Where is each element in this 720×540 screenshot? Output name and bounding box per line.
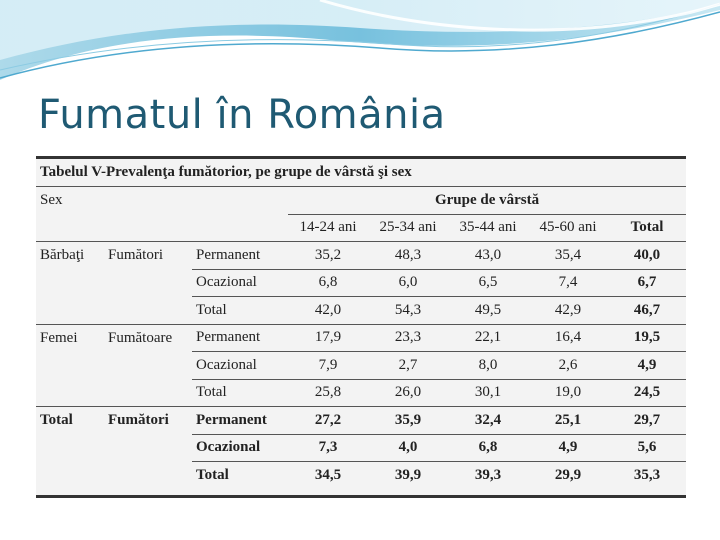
value-cell: 34,5 (314, 466, 342, 483)
table-row: Ocazional 6,8 6,0 6,5 7,4 6,7 (36, 269, 687, 297)
row-category-label: Fumători (108, 412, 169, 428)
row-sex-label: Total (40, 412, 73, 428)
row-sex-label (36, 462, 104, 489)
table-row: Ocazional 7,3 4,0 6,8 4,9 5,6 (36, 434, 687, 462)
sex-header: Sex (40, 192, 63, 208)
table-caption: Tabelul V-Prevalenţa fumătorior, pe grup… (36, 159, 687, 187)
value-cell: 6,8 (448, 434, 528, 462)
row-category-label (104, 379, 192, 407)
row-type-label: Permanent (192, 406, 288, 435)
table-row: Total Fumători Permanent 27,2 35,9 32,4 25,1 29… (36, 406, 687, 435)
value-cell: 19,0 (528, 379, 608, 407)
value-cell: 40,0 (608, 241, 687, 270)
value-cell: 46,7 (608, 296, 687, 325)
table-row: Total 34,5 39,9 39,3 29,9 35,3 (36, 462, 686, 489)
value-cell: 4,9 (528, 434, 608, 462)
value-cell: 7,9 (288, 351, 368, 380)
row-type-label: Ocazional (192, 351, 288, 380)
value-cell: 4,9 (608, 351, 687, 380)
row-type-label: Ocazional (192, 434, 288, 462)
value-cell: 39,3 (474, 466, 502, 483)
value-cell: 4,0 (368, 434, 448, 462)
column-header: 25-34 ani (368, 214, 448, 242)
value-cell: 32,4 (448, 406, 528, 435)
row-type-label: Total (192, 379, 288, 407)
group-header-row: Sex Grupe de vârstă (36, 186, 687, 215)
value-cell: 23,3 (368, 324, 448, 352)
value-cell: 29,7 (608, 406, 687, 435)
row-sex-label (36, 352, 104, 380)
value-cell: 35,9 (368, 406, 448, 435)
value-cell: 7,3 (288, 434, 368, 462)
value-cell: 25,8 (288, 379, 368, 407)
table-caption-row: Tabelul V-Prevalenţa fumătorior, pe grup… (36, 159, 687, 187)
column-header: 35-44 ani (448, 214, 528, 242)
table-row: Ocazional 7,9 2,7 8,0 2,6 4,9 (36, 351, 687, 380)
table-row: Femei Fumătoare Permanent 17,9 23,3 22,1 16,4 1… (36, 324, 687, 352)
row-sex-label (36, 296, 104, 325)
slide-title: Fumatul în România (38, 92, 446, 138)
table-row: Total 25,8 26,0 30,1 19,0 24,5 (36, 379, 687, 407)
value-cell: 48,3 (368, 241, 448, 270)
value-cell: 22,1 (448, 324, 528, 352)
value-cell: 35,2 (288, 241, 368, 270)
value-cell: 39,9 (394, 466, 422, 483)
row-sex-label (36, 269, 104, 297)
value-cell: 6,8 (288, 269, 368, 297)
column-header: 14-24 ani (288, 214, 368, 242)
value-cell: 6,0 (368, 269, 448, 297)
value-cell: 7,4 (528, 269, 608, 297)
value-cell: 49,5 (448, 296, 528, 325)
value-cell: 29,9 (554, 466, 582, 483)
value-cell: 2,7 (368, 351, 448, 380)
row-type-label: Permanent (192, 241, 288, 270)
value-cell: 5,6 (608, 434, 687, 462)
row-type-label: Total (192, 296, 288, 325)
value-cell: 19,5 (608, 324, 687, 352)
row-category-label (104, 352, 192, 380)
row-category-label (104, 434, 192, 462)
column-header: 45-60 ani (528, 214, 608, 242)
row-type-label: Permanent (192, 324, 288, 352)
row-category-label (104, 269, 192, 297)
value-cell: 8,0 (448, 351, 528, 380)
value-cell: 35,4 (528, 241, 608, 270)
prevalence-table-container: Tabelul V-Prevalenţa fumătorior, pe grup… (36, 156, 687, 498)
value-cell: 17,9 (288, 324, 368, 352)
table-row: Total 42,0 54,3 49,5 42,9 46,7 (36, 296, 687, 325)
age-group-header: Grupe de vârstă (288, 186, 687, 215)
prevalence-table: Tabelul V-Prevalenţa fumătorior, pe grup… (36, 159, 687, 489)
column-header-row: 14-24 ani 25-34 ani 35-44 ani 45-60 ani … (36, 214, 687, 242)
row-sex-label: Bărbaţi (40, 247, 85, 263)
row-sex-label: Femei (40, 329, 78, 346)
table-row: Bărbaţi Fumători Permanent 35,2 48,3 43,0 35,4… (36, 241, 687, 270)
row-type-label: Total (196, 466, 229, 483)
value-cell: 25,1 (528, 406, 608, 435)
value-cell: 42,9 (528, 296, 608, 325)
value-cell: 54,3 (368, 296, 448, 325)
value-cell: 6,7 (608, 269, 687, 297)
value-cell: 16,4 (528, 324, 608, 352)
row-category-label: Fumătoare (108, 329, 173, 346)
value-cell: 2,6 (528, 351, 608, 380)
value-cell: 42,0 (288, 296, 368, 325)
header-wave-decoration (0, 0, 720, 80)
row-category-label (104, 296, 192, 325)
value-cell: 6,5 (448, 269, 528, 297)
column-header-total: Total (608, 214, 687, 242)
row-category-label (104, 462, 192, 489)
value-cell: 26,0 (368, 379, 448, 407)
row-sex-label (36, 434, 104, 462)
row-category-label: Fumători (108, 247, 163, 263)
value-cell: 43,0 (448, 241, 528, 270)
value-cell: 27,2 (288, 406, 368, 435)
value-cell: 35,3 (633, 466, 661, 483)
value-cell: 30,1 (448, 379, 528, 407)
row-sex-label (36, 379, 104, 407)
row-type-label: Ocazional (192, 269, 288, 297)
value-cell: 24,5 (608, 379, 687, 407)
